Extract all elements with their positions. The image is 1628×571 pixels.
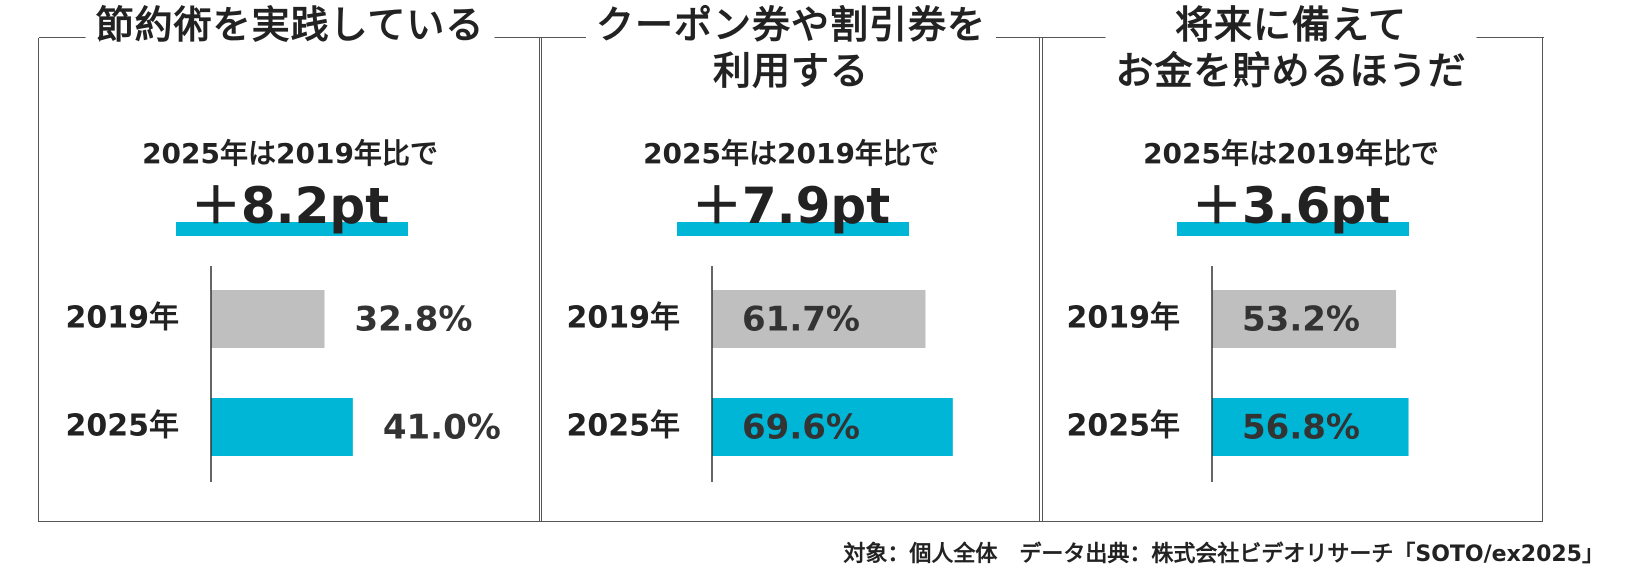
- bar-1: [1212, 290, 1397, 348]
- panel-title: 節約術を実践している: [85, 2, 495, 48]
- value-label: 32.8%: [354, 300, 472, 340]
- category-label: 2019年: [567, 301, 681, 336]
- value-label: 41.0%: [383, 408, 501, 448]
- delta-block: ＋3.6pt: [1040, 178, 1542, 240]
- panel-title: 将来に備えて お金を貯めるほうだ: [1105, 2, 1477, 94]
- delta-underline: [1177, 222, 1409, 236]
- bar-chart: 2019年 53.2% 2025年 56.8%: [1067, 266, 1409, 482]
- panel-1: 節約術を実践している 2025年は2019年比で ＋8.2pt 2019年 32.…: [38, 2, 543, 522]
- category-label: 2025年: [66, 409, 180, 444]
- value-label: 61.7%: [742, 300, 860, 340]
- panel-title: クーポン券や割引券を 利用する: [585, 2, 997, 94]
- bar-2: [712, 398, 953, 456]
- delta-value: ＋7.9pt: [691, 177, 891, 235]
- bar-2: [211, 398, 353, 456]
- category-label: 2025年: [567, 409, 681, 444]
- comparison-note: 2025年は2019年比で: [1143, 137, 1439, 170]
- data-source-note: 対象：個人全体 データ出典：株式会社ビデオリサーチ「SOTO/ex2025」: [843, 542, 1604, 567]
- bar-1: [712, 290, 926, 348]
- value-label: 56.8%: [1242, 408, 1360, 448]
- delta-block: ＋7.9pt: [540, 178, 1042, 240]
- delta-value: ＋8.2pt: [190, 177, 390, 235]
- delta-block: ＋8.2pt: [39, 178, 541, 240]
- category-label: 2019年: [66, 301, 180, 336]
- comparison-note: 2025年は2019年比で: [643, 137, 939, 170]
- panel-2: クーポン券や割引券を 利用する 2025年は2019年比で ＋7.9pt 201…: [539, 2, 1044, 522]
- bar-chart: 2019年 32.8% 2025年 41.0%: [66, 266, 501, 482]
- panel-3: 将来に備えて お金を貯めるほうだ 2025年は2019年比で ＋3.6pt 20…: [1039, 2, 1544, 522]
- delta-underline: [176, 222, 408, 236]
- value-label: 53.2%: [1242, 300, 1360, 340]
- comparison-note: 2025年は2019年比で: [142, 137, 438, 170]
- delta-underline: [677, 222, 909, 236]
- bar-1: [211, 290, 325, 348]
- category-label: 2019年: [1067, 301, 1181, 336]
- delta-value: ＋3.6pt: [1191, 177, 1391, 235]
- category-label: 2025年: [1067, 409, 1181, 444]
- value-label: 69.6%: [742, 408, 860, 448]
- bar-chart: 2019年 61.7% 2025年 69.6%: [567, 266, 953, 482]
- bar-2: [1212, 398, 1409, 456]
